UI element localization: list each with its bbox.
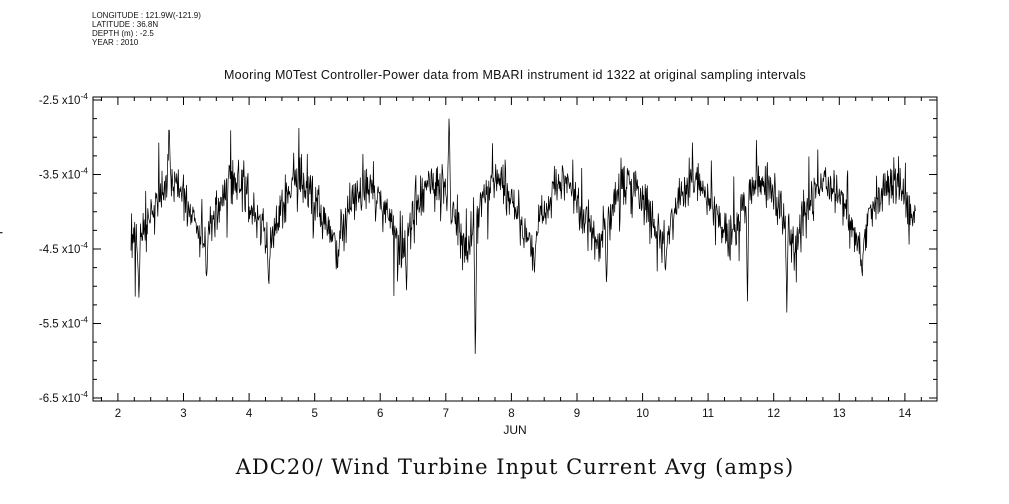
plot-title: Mooring M0Test Controller-Power data fro… xyxy=(224,68,806,82)
x-tick-label: 10 xyxy=(636,408,649,420)
y-tick-label: -3.5 x10-4 xyxy=(39,166,88,182)
series-line xyxy=(130,118,916,354)
x-tick-label: 14 xyxy=(899,408,912,420)
meta-block: LONGITUDE : 121.9W(-121.9) LATITUDE : 36… xyxy=(92,11,201,47)
y-axis-title-clipped: amps xyxy=(0,221,3,250)
meta-line-latitude: LATITUDE : 36.8N xyxy=(92,20,158,29)
x-tick-label: 2 xyxy=(115,408,121,420)
x-tick-label: 9 xyxy=(574,408,580,420)
x-tick-label: 5 xyxy=(311,408,317,420)
x-tick-label: 8 xyxy=(508,408,514,420)
minor-ticks xyxy=(93,97,937,401)
major-ticks xyxy=(93,97,937,401)
x-tick-label: 6 xyxy=(377,408,383,420)
x-tick-label: 11 xyxy=(702,408,714,420)
x-tick-label: 4 xyxy=(246,408,253,420)
x-tick-label: 7 xyxy=(443,408,449,420)
y-tick-label: -4.5 x10-4 xyxy=(39,240,88,256)
y-tick-label: -5.5 x10-4 xyxy=(39,315,88,331)
y-tick-label: -6.5 x10-4 xyxy=(39,389,88,405)
x-axis-title: JUN xyxy=(503,423,526,437)
meta-line-year: YEAR : 2010 xyxy=(92,38,139,47)
plot-frame xyxy=(92,96,938,402)
y-axis-tick-labels: -2.5 x10-4 -3.5 x10-4 -4.5 x10-4 -5.5 x10-4… xyxy=(39,91,88,405)
x-tick-label: 12 xyxy=(767,408,780,420)
meta-line-depth: DEPTH (m) : -2.5 xyxy=(92,29,154,38)
bottom-title: ADC20/ Wind Turbine Input Current Avg (a… xyxy=(235,455,794,479)
x-axis-tick-labels: 2 3 4 5 6 7 8 9 10 11 12 13 14 xyxy=(115,408,912,420)
x-tick-label: 13 xyxy=(833,408,846,420)
y-tick-label: -2.5 x10-4 xyxy=(39,91,88,107)
x-tick-label: 3 xyxy=(180,408,186,420)
meta-line-longitude: LONGITUDE : 121.9W(-121.9) xyxy=(92,11,201,20)
